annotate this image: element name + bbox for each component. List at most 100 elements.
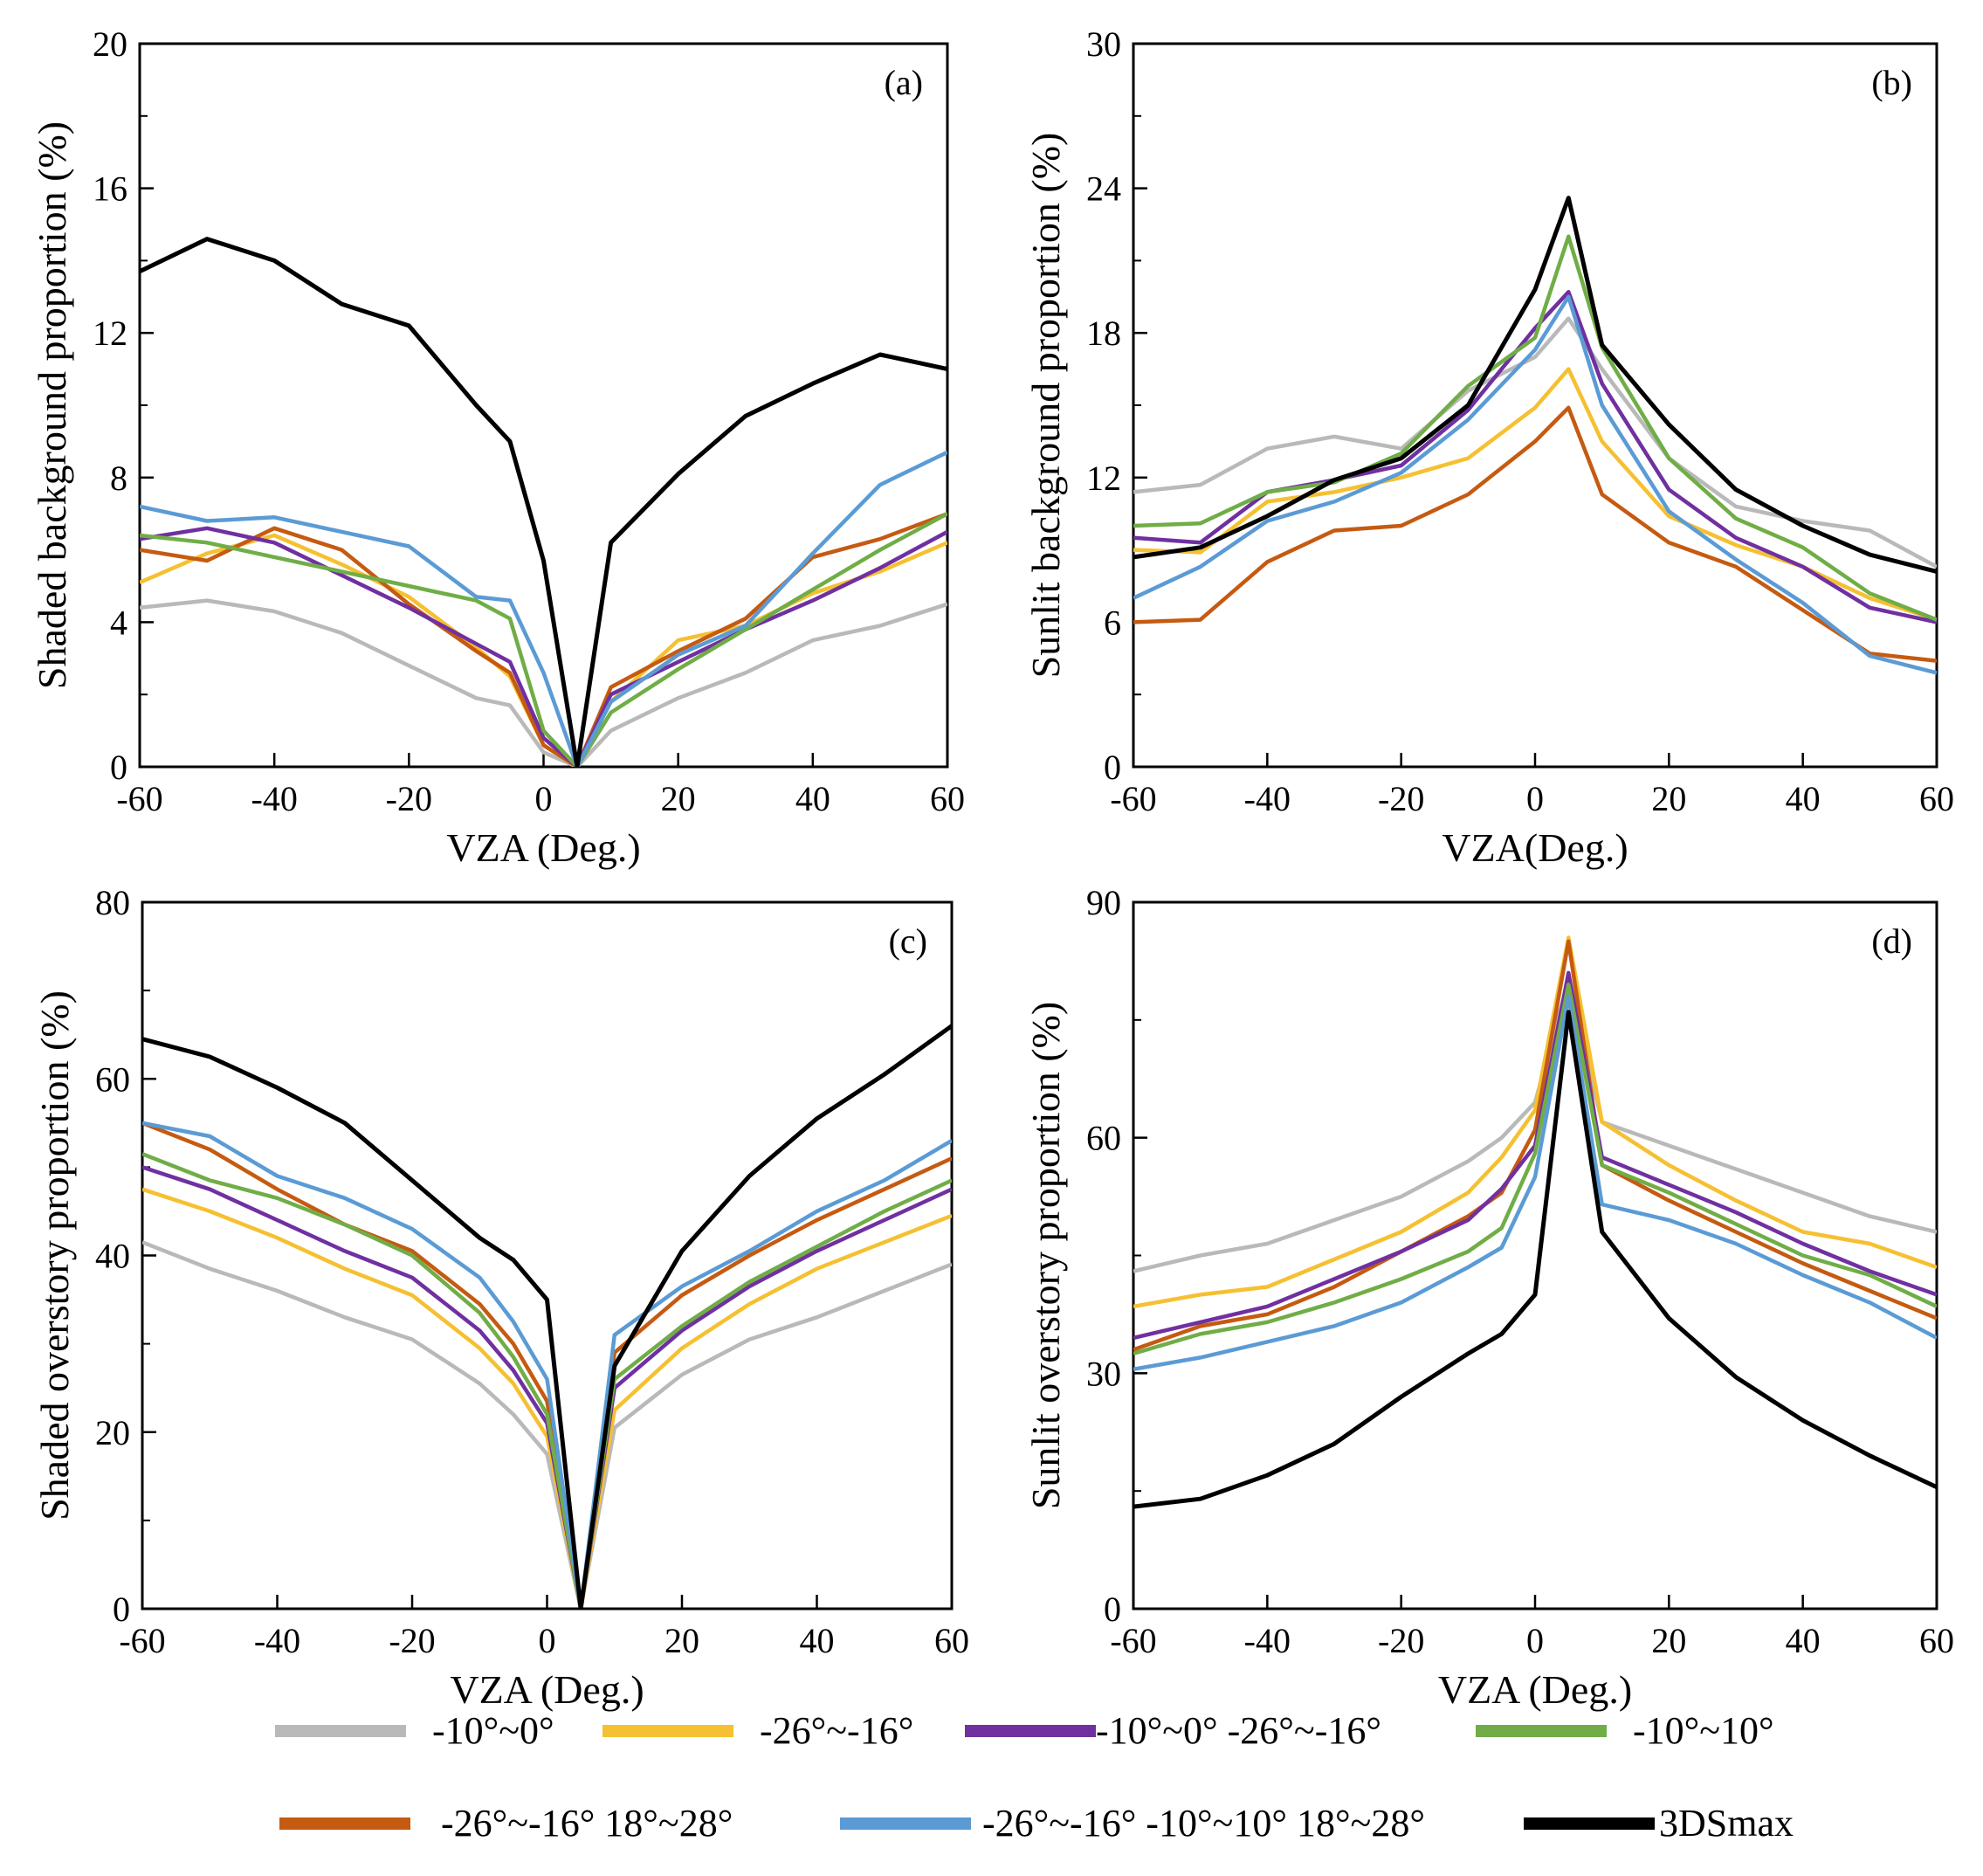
chart-panel-2: 0 6 12 18 24 30 -60 -40 -20 0 20 40 60 VZA(Deg.) Sunli… bbox=[1023, 24, 1954, 870]
series-line-s2 bbox=[142, 1187, 952, 1609]
x-tick-label: 60 bbox=[1919, 779, 1954, 818]
series-line-s5 bbox=[142, 1121, 952, 1609]
x-tick-label: -60 bbox=[116, 779, 162, 818]
y-tick-label: 30 bbox=[1086, 1354, 1121, 1393]
series-line-s5 bbox=[1133, 405, 1937, 663]
y-tick-label: 40 bbox=[95, 1237, 130, 1276]
x-tick-label: -40 bbox=[251, 779, 298, 818]
x-tick-label: 20 bbox=[664, 1621, 699, 1660]
y-tick-label: 0 bbox=[110, 748, 127, 787]
y-tick-label: 30 bbox=[1086, 24, 1121, 64]
legend-label: -26°~-16° 18°~28° bbox=[441, 1802, 733, 1845]
x-tick-label: 0 bbox=[1526, 1621, 1544, 1660]
legend-item-s2: -26°~-16° bbox=[602, 1709, 913, 1752]
series-line-s7 bbox=[140, 237, 947, 767]
legend-item-s3: -10°~0° -26°~-16° bbox=[965, 1709, 1381, 1752]
series-line-s2 bbox=[1133, 367, 1937, 622]
x-tick-label: 60 bbox=[930, 779, 965, 818]
series-line-s4 bbox=[1133, 983, 1937, 1356]
x-tick-label: 60 bbox=[1919, 1621, 1954, 1660]
y-tick-label: 20 bbox=[93, 24, 127, 64]
x-tick-label: 40 bbox=[1786, 1621, 1821, 1660]
series-group bbox=[140, 237, 947, 767]
y-tick-label: 12 bbox=[1086, 459, 1121, 498]
y-tick-label: 18 bbox=[1086, 314, 1121, 353]
series-line-s2 bbox=[1133, 935, 1937, 1309]
series-line-s6 bbox=[142, 1121, 952, 1609]
series-line-s1 bbox=[140, 598, 947, 767]
legend-item-s7: 3DSmax bbox=[1524, 1802, 1794, 1845]
legend-label: -10°~0° -26°~-16° bbox=[1096, 1709, 1381, 1752]
x-tick-label: -20 bbox=[1378, 779, 1424, 818]
series-group bbox=[1133, 935, 1937, 1509]
y-axis-title: Shaded overstory proportion (%) bbox=[32, 990, 77, 1521]
series-line-s4 bbox=[142, 1152, 952, 1609]
panel-label: (b) bbox=[1871, 63, 1912, 102]
y-tick-label: 90 bbox=[1086, 883, 1121, 922]
legend-item-s6: -26°~-16° -10°~10° 18°~28° bbox=[840, 1802, 1425, 1845]
chart-panel-3: 0 20 40 60 80 -60 -40 -20 0 20 40 60 VZA (Deg.) Shade… bbox=[32, 883, 969, 1712]
x-tick-label: 20 bbox=[1651, 779, 1686, 818]
x-tick-label: -60 bbox=[1110, 1621, 1156, 1660]
series-group bbox=[1133, 196, 1937, 675]
x-axis-title: VZA (Deg.) bbox=[446, 825, 640, 870]
series-line-s4 bbox=[1133, 234, 1937, 622]
x-tick-label: -20 bbox=[386, 779, 432, 818]
y-tick-label: 16 bbox=[93, 169, 127, 209]
plot-frame bbox=[141, 900, 954, 1610]
y-axis-title: Sunlit overstory proportion (%) bbox=[1023, 1002, 1068, 1509]
chart-panel-1: 0 4 8 12 16 20 -60 -40 -20 0 20 40 60 VZA (Deg.) Shade… bbox=[30, 24, 965, 870]
x-tick-label: -20 bbox=[389, 1621, 435, 1660]
legend-item-s1: -10°~0° bbox=[275, 1709, 554, 1752]
y-tick-label: 60 bbox=[1086, 1119, 1121, 1158]
series-line-s1 bbox=[142, 1240, 952, 1609]
x-tick-label: 40 bbox=[800, 1621, 835, 1660]
x-tick-label: 40 bbox=[1786, 779, 1821, 818]
legend-item-s5: -26°~-16° 18°~28° bbox=[279, 1802, 733, 1845]
legend-label: -26°~-16° -10°~10° 18°~28° bbox=[982, 1802, 1425, 1845]
x-tick-label: 0 bbox=[1526, 779, 1544, 818]
x-tick-label: 0 bbox=[539, 1621, 556, 1660]
series-line-s6 bbox=[1133, 294, 1937, 675]
y-tick-label: 60 bbox=[95, 1059, 130, 1099]
series-line-s7 bbox=[1133, 196, 1937, 574]
x-axis-title: VZA (Deg.) bbox=[450, 1667, 644, 1712]
chart-legend: -10°~0° -26°~-16° -10°~0° -26°~-16° -10°~10… bbox=[275, 1709, 1794, 1845]
y-axis-title: Shaded background proportion (%) bbox=[30, 121, 74, 689]
legend-item-s4: -10°~10° bbox=[1476, 1709, 1774, 1752]
panel-label: (a) bbox=[885, 63, 923, 102]
y-tick-label: 0 bbox=[1104, 748, 1121, 787]
y-tick-label: 80 bbox=[95, 883, 130, 922]
x-tick-label: 60 bbox=[934, 1621, 969, 1660]
chart-panel-4: 0 30 60 90 -60 -40 -20 0 20 40 60 VZA (Deg.) Sunlit … bbox=[1023, 883, 1954, 1712]
y-tick-label: 0 bbox=[1104, 1590, 1121, 1629]
series-line-s4 bbox=[140, 512, 947, 767]
y-tick-label: 4 bbox=[110, 603, 127, 642]
series-line-s6 bbox=[1133, 994, 1937, 1372]
plot-frame bbox=[1132, 900, 1938, 1610]
y-tick-label: 24 bbox=[1086, 169, 1121, 209]
y-tick-label: 6 bbox=[1104, 603, 1121, 642]
x-tick-label: -40 bbox=[1244, 1621, 1291, 1660]
series-line-s7 bbox=[1133, 1010, 1937, 1509]
series-line-s5 bbox=[1133, 939, 1937, 1352]
y-tick-label: 0 bbox=[113, 1590, 130, 1629]
series-line-s6 bbox=[140, 450, 947, 767]
y-tick-label: 20 bbox=[95, 1413, 130, 1452]
x-tick-label: -40 bbox=[1244, 779, 1291, 818]
x-tick-label: 40 bbox=[795, 779, 830, 818]
legend-label: 3DSmax bbox=[1659, 1802, 1794, 1845]
x-tick-label: -40 bbox=[254, 1621, 300, 1660]
y-tick-label: 12 bbox=[93, 314, 127, 353]
legend-label: -10°~10° bbox=[1633, 1709, 1774, 1752]
series-line-s3 bbox=[140, 526, 947, 767]
x-axis-title: VZA(Deg.) bbox=[1442, 825, 1628, 870]
series-group bbox=[142, 1024, 952, 1609]
x-tick-label: -60 bbox=[119, 1621, 165, 1660]
legend-label: -10°~0° bbox=[432, 1709, 554, 1752]
panel-label: (c) bbox=[889, 921, 927, 961]
x-axis-title: VZA (Deg.) bbox=[1438, 1667, 1632, 1712]
panel-label: (d) bbox=[1871, 921, 1912, 961]
